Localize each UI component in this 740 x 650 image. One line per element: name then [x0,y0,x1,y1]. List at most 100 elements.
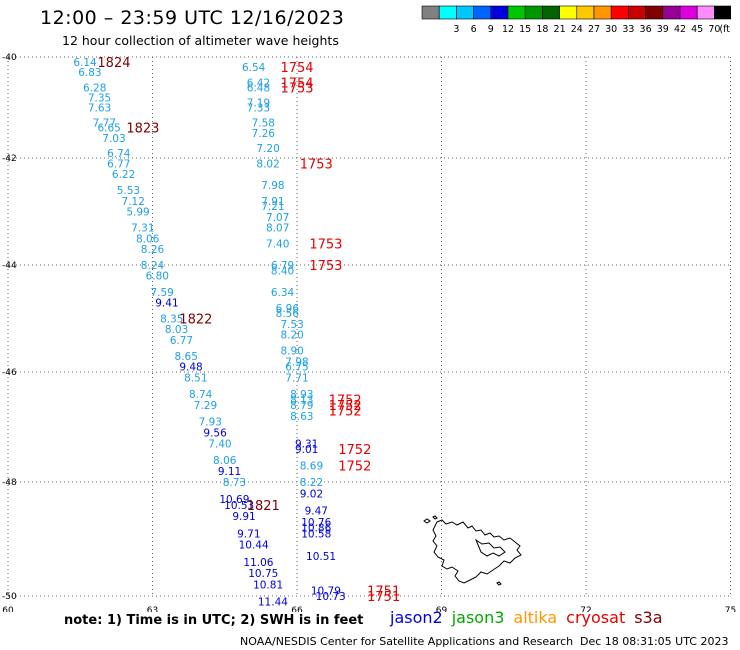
track-time-label: 1752 [338,443,371,458]
swh-value: 6.22 [112,169,135,181]
swh-value: 8.20 [280,330,303,342]
track-time-label: 1753 [300,157,333,172]
swh-value: 10.58 [301,528,331,540]
swh-value: 10.53 [224,500,254,512]
swh-value: 8.07 [266,223,289,235]
swh-value: 6.65 [97,123,120,135]
swh-value: 8.06 [213,455,237,467]
kerguelen-island [432,519,522,584]
swh-value: 7.71 [285,373,308,385]
swh-value: 10.75 [248,568,278,580]
satellite-name: jason2 [390,608,443,627]
footnote: note: 1) Time is in UTC; 2) SWH is in fe… [64,613,364,628]
swh-value: 10.73 [316,591,346,603]
swh-value: 11.44 [258,597,288,609]
swh-value: 9.48 [179,362,202,374]
swh-value: 10.76 [301,517,331,529]
swh-value: 6.74 [107,148,131,160]
observations: 6.146.836.287.357.637.776.657.036.746.77… [73,57,345,609]
swh-value: 6.83 [78,67,101,79]
legend-tick-label: 9 [488,24,494,35]
swh-value: 7.98 [261,180,284,192]
legend-tick-label: 27 [588,24,600,35]
legend-tick-label: 45 [691,24,703,35]
swh-value: 6.79 [271,260,294,272]
swh-value: 6.80 [146,271,169,283]
swh-value: 6.77 [107,158,130,170]
swh-value: 7.58 [252,118,275,130]
track-time-label: 1752 [329,405,362,420]
track-time-label: 1752 [338,460,371,475]
credit-line: NOAA/NESDIS Center for Satellite Applica… [240,635,574,648]
legend-tick-label: 24 [571,24,583,35]
legend-tick-label: 36 [640,24,652,35]
swh-value: 9.56 [203,428,227,440]
swh-value: 10.79 [311,585,341,597]
track-labels: 1824182318221821175417541753175317531753… [97,56,400,605]
swh-value: 9.31 [295,439,318,451]
lat-tick-label: -46 [2,368,17,378]
swh-value: 9.91 [232,511,255,523]
swh-value: 7.21 [261,201,284,213]
kerguelen-peninsula [474,538,506,557]
lon-tick-label: 66 [291,606,303,612]
legend-tick-label: 12 [502,24,514,35]
satellite-name: altika [513,608,558,627]
lat-tick-label: -48 [2,478,17,488]
axis-labels: 60 63 66 69 72 75 -40 -42 -44 -46 -48 -50 [2,53,736,612]
swh-value: 7.19 [247,97,270,109]
swh-value: 10.69 [219,494,249,506]
swh-value: 9.02 [300,488,323,500]
swh-value: 8.63 [290,411,313,423]
islet-1 [423,518,431,524]
track-time-label: 1752 [329,394,362,409]
lon-tick-label: 72 [580,606,591,612]
track-time-label: 1751 [367,590,400,605]
swh-value: 7.31 [131,223,154,235]
swh-value: 8.90 [280,346,303,358]
swh-value: 6.28 [83,82,106,94]
swh-value: 8.93 [290,389,313,401]
swh-value: 8.51 [184,373,207,385]
swh-value: 10.86 [301,523,331,535]
swh-value: 7.35 [88,92,111,104]
swh-value: 7.33 [247,103,270,115]
map-subtitle: 12 hour collection of altimeter wave hei… [62,33,339,48]
swh-value: 10.81 [253,580,283,592]
swh-value: 5.99 [126,207,149,219]
legend-swatch [714,5,731,20]
swh-value: 8.02 [256,158,279,170]
track-time-label: 1822 [179,313,212,328]
lon-tick-label: 60 [2,606,14,612]
track-time-label: 1753 [309,259,342,274]
swh-value: 7.40 [208,439,231,451]
swh-value: 8.35 [160,314,183,326]
track-time-label: 1751 [367,584,400,599]
track-time-label: 1753 [280,81,313,96]
swh-value: 8.65 [175,351,198,363]
swh-value: 7.63 [88,103,111,115]
legend-tick-label: 15 [519,24,531,35]
lat-lon-grid [7,56,732,597]
lat-tick-label: -50 [2,592,17,602]
swh-value: 8.69 [300,461,323,473]
swh-value: 9.11 [218,466,241,478]
map-title: 12:00 – 23:59 UTC 12/16/2023 [40,7,345,29]
legend-tick-label: 18 [536,24,548,35]
swh-value: 8.79 [290,400,313,412]
swh-value: 8.22 [300,477,323,489]
swh-value: 7.59 [150,287,173,299]
legend-tick-label: 21 [554,24,566,35]
swh-value: 11.06 [243,557,273,569]
track-time-label: 1823 [126,122,159,137]
swh-value: 8.06 [136,233,160,245]
swh-value: 8.74 [189,389,213,401]
swh-value: 9.01 [295,444,318,456]
swh-value: 8.56 [276,308,300,320]
swh-value: 6.14 [73,57,97,69]
swh-value: 7.53 [280,319,303,331]
lat-tick-label: -44 [2,261,17,271]
lon-tick-label: 63 [147,606,158,612]
track-time-label: 1753 [309,238,342,253]
